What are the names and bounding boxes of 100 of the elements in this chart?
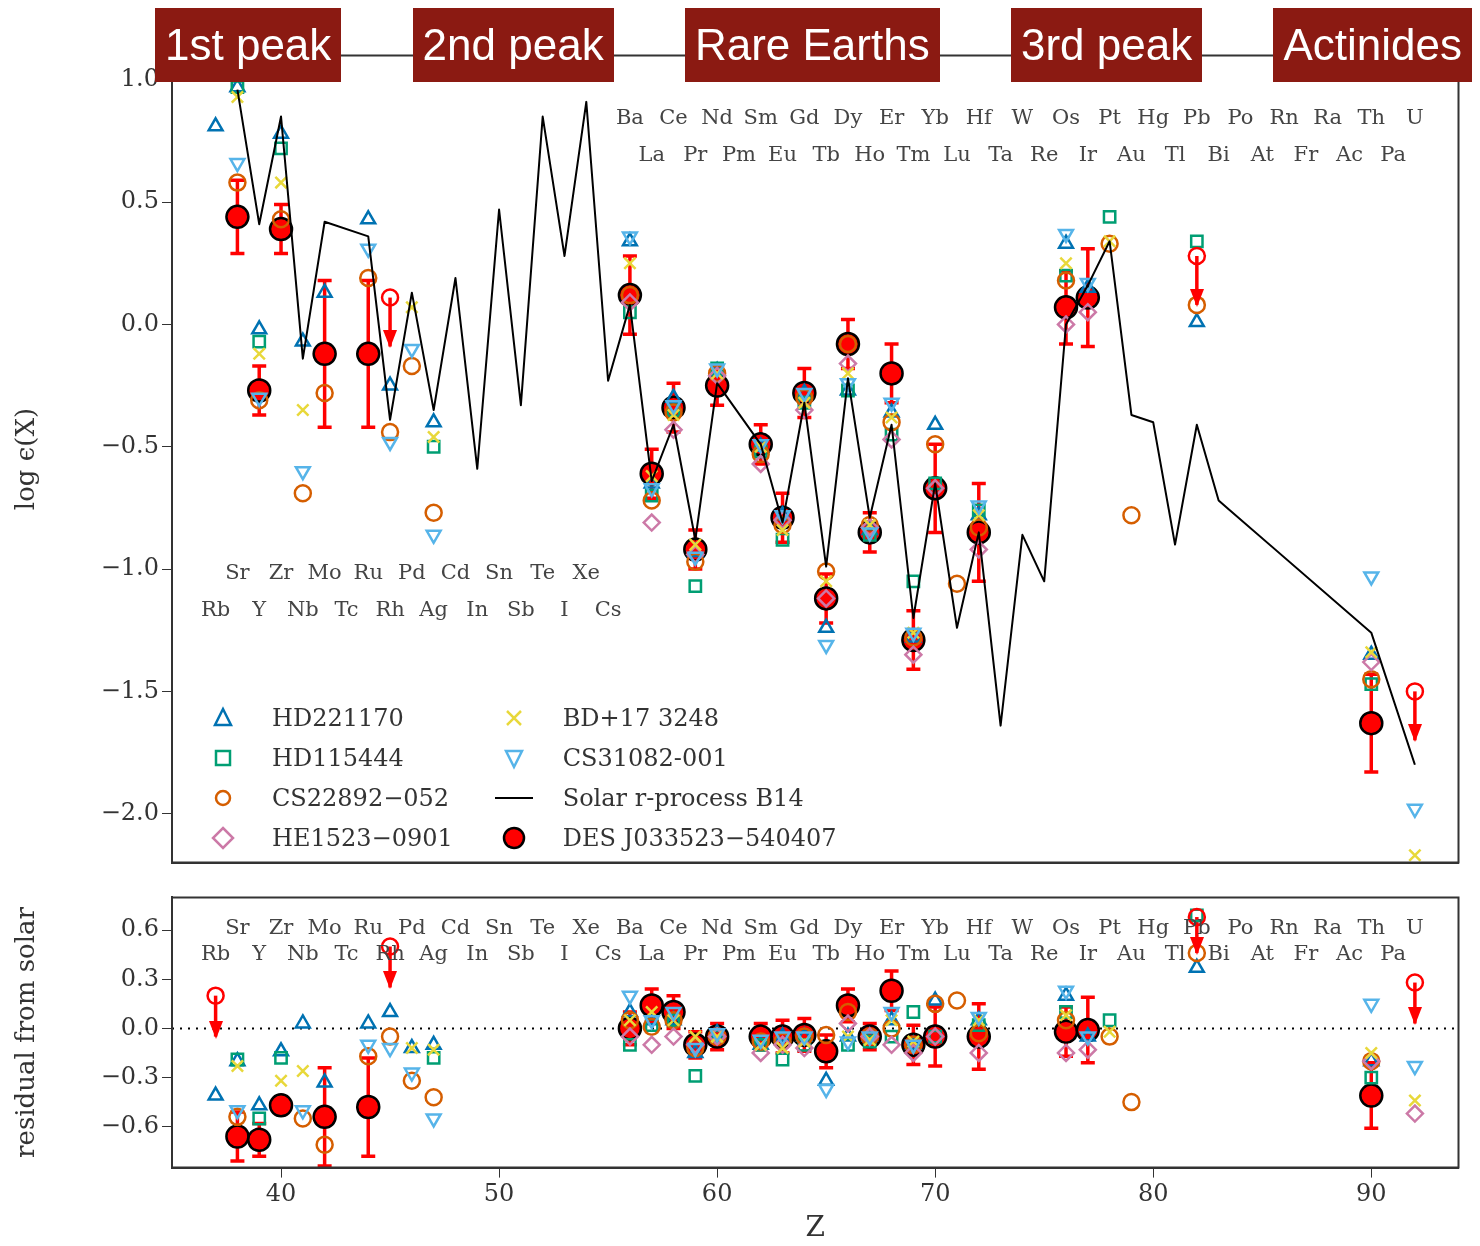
annotation: Nb: [286, 940, 319, 965]
annotation: At: [1249, 940, 1275, 965]
y-axis-title: log ϵ(X): [10, 407, 41, 511]
annotation: Au: [1116, 141, 1146, 166]
annotation: At: [1249, 141, 1275, 166]
annotation: Zr: [268, 560, 295, 585]
annotation: Ta: [988, 940, 1014, 965]
annotation: Sr: [225, 914, 251, 939]
annotation: Pr: [683, 141, 709, 166]
y-tick-label: −0.3: [100, 1061, 159, 1090]
annotation: Eu: [768, 940, 797, 965]
annotation: Hf: [965, 104, 995, 129]
annotation: Pd: [398, 914, 426, 939]
annotation: Ru: [353, 914, 383, 939]
annotation: Xe: [572, 914, 600, 939]
annotation: Nb: [286, 597, 319, 622]
annotation: Rn: [1269, 104, 1299, 129]
annotation: Gd: [789, 914, 820, 939]
annotation: Pm: [721, 940, 757, 965]
annotation: Lu: [943, 940, 971, 965]
x-tick-label: 90: [1356, 1179, 1387, 1208]
x-tick-label: 60: [701, 1179, 733, 1208]
annotation: Pt: [1098, 914, 1122, 939]
y-tick-label: −1.0: [100, 553, 159, 582]
annotation: Yb: [920, 914, 949, 939]
y-axis-title: residual from solar: [10, 906, 41, 1158]
annotation: Mo: [307, 914, 342, 939]
annotation: Dy: [833, 914, 863, 939]
annotation: Xe: [572, 560, 600, 585]
annotation: Sn: [485, 560, 514, 585]
annotation: Sb: [506, 597, 535, 622]
annotation: Ir: [1078, 141, 1098, 166]
annotation: Actinides: [1273, 8, 1472, 82]
annotation: 3rd peak: [1010, 8, 1203, 82]
annotation: Ce: [659, 104, 688, 129]
annotation: I: [560, 597, 569, 622]
annotation: Cs: [594, 597, 622, 622]
annotation: Er: [878, 104, 906, 129]
annotation: Sr: [225, 560, 251, 585]
annotation: Cd: [440, 914, 471, 939]
annotation: Nd: [701, 104, 734, 129]
annotation: Pm: [721, 141, 757, 166]
legend-label: HD221170: [272, 704, 404, 732]
annotation: Re: [1030, 141, 1059, 166]
annotation: Fr: [1293, 940, 1320, 965]
annotation: W: [1011, 104, 1034, 129]
annotation: Tm: [896, 940, 931, 965]
annotation: Tc: [334, 940, 359, 965]
annotation: Cd: [440, 560, 471, 585]
annotation: U: [1406, 104, 1424, 129]
x-tick-label: 80: [1137, 1179, 1169, 1208]
y-tick-label: −1.5: [100, 675, 159, 704]
annotation: W: [1011, 914, 1034, 939]
annotation: 1st peak: [165, 20, 332, 69]
annotation: Hf: [965, 914, 995, 939]
annotation: Th: [1357, 104, 1386, 129]
annotation: In: [466, 940, 489, 965]
annotation: Dy: [833, 104, 863, 129]
annotation: Ir: [1078, 940, 1098, 965]
annotation: Th: [1357, 914, 1386, 939]
annotation: Re: [1030, 940, 1059, 965]
annotation: Tm: [896, 141, 931, 166]
annotation: Ce: [659, 914, 688, 939]
annotation: Tb: [812, 141, 840, 166]
y-tick-label: 0.0: [120, 1012, 159, 1041]
annotation: Rare Earths: [684, 8, 940, 82]
annotation: Ba: [615, 104, 644, 129]
annotation: Te: [530, 914, 556, 939]
annotation: Tl: [1164, 141, 1186, 166]
legend-label: BD+17 3248: [562, 704, 719, 732]
y-tick-label: 0.3: [120, 963, 159, 992]
annotation: Sn: [485, 914, 514, 939]
annotation: Os: [1052, 914, 1081, 939]
annotation: Mo: [307, 560, 342, 585]
annotation: Er: [878, 914, 906, 939]
annotation: Ho: [854, 940, 886, 965]
annotation: Eu: [768, 141, 797, 166]
annotation: Yb: [920, 104, 949, 129]
legend-label: CS22892−052: [272, 784, 450, 812]
y-tick-label: 0.0: [120, 308, 159, 337]
annotation: Rh: [375, 597, 405, 622]
annotation: Pd: [398, 560, 426, 585]
annotation: Sm: [743, 914, 778, 939]
y-tick-label: 0.5: [120, 186, 159, 215]
annotation: Ra: [1313, 104, 1343, 129]
annotation: U: [1406, 914, 1424, 939]
y-tick-label: −0.5: [100, 431, 159, 459]
annotation: Cs: [594, 940, 622, 965]
annotation: Y: [251, 940, 268, 965]
annotation: Ru: [353, 560, 383, 585]
annotation: Tl: [1164, 940, 1186, 965]
annotation: Pa: [1380, 141, 1406, 166]
annotation: Hg: [1137, 104, 1170, 129]
annotation: Pt: [1098, 104, 1122, 129]
annotation: Ag: [418, 940, 448, 965]
annotation: Po: [1227, 104, 1254, 129]
x-tick-label: 50: [483, 1179, 515, 1208]
annotation: Pr: [683, 940, 709, 965]
annotation: Y: [251, 597, 268, 622]
annotation: Tc: [334, 597, 359, 622]
